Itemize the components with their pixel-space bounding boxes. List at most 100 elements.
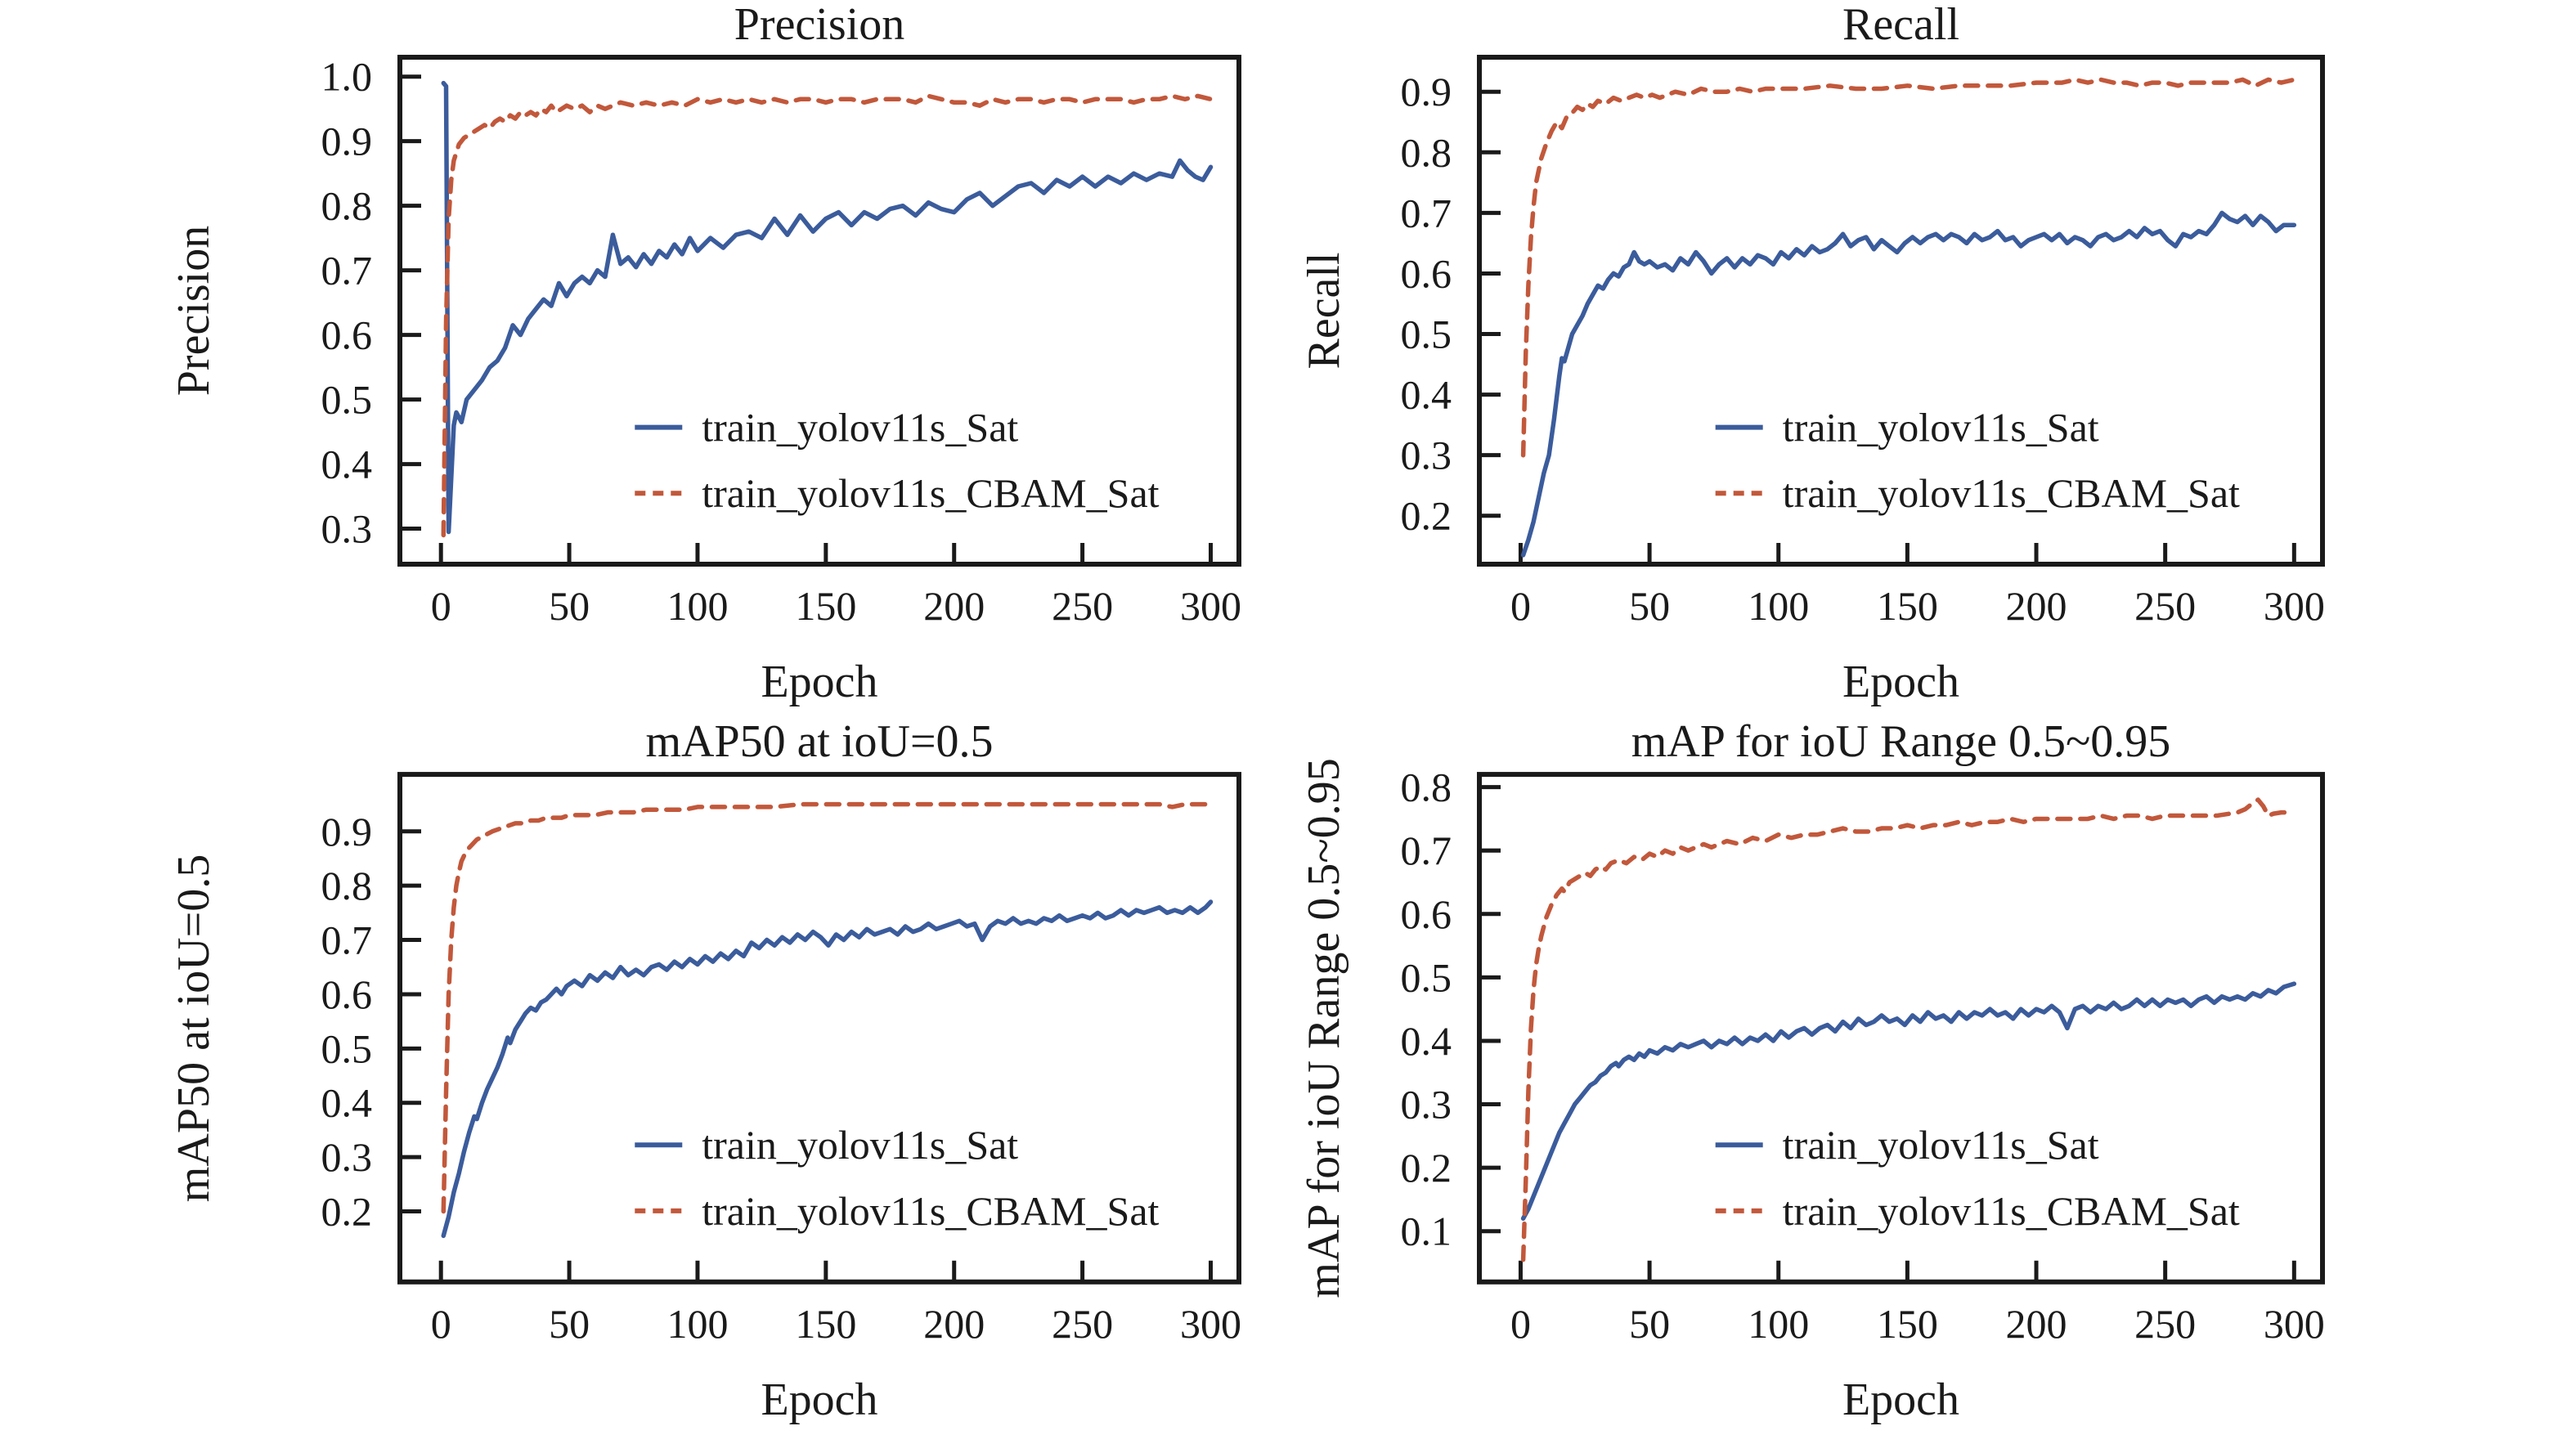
- chart-recall: Recall 0 50 100 150 200 250 300 0.2 0.3 0.4 0.5 0.6 0…: [1288, 0, 2576, 717]
- chart-map-range: mAP for ioU Range 0.5~0.95 0 50 100 150 200 25…: [1288, 717, 2576, 1435]
- legend-label: train_yolov11s_CBAM_Sat: [702, 470, 1159, 516]
- x-tick-label: 250: [2134, 1301, 2196, 1347]
- legend-label: train_yolov11s_Sat: [702, 1122, 1018, 1168]
- y-tick-label: 0.3: [321, 506, 373, 552]
- chart-precision: Precision 0 50 100 150 200 250 300 0.3 0.4 0.5 0.6 0…: [0, 0, 1288, 717]
- x-tick-label: 250: [1052, 583, 1113, 629]
- y-tick-label: 0.7: [321, 917, 372, 963]
- x-tick-label: 150: [795, 583, 856, 629]
- y-tick-label: 0.6: [321, 971, 372, 1017]
- chart-title: mAP50 at ioU=0.5: [645, 717, 993, 767]
- chart-map-range-svg: mAP for ioU Range 0.5~0.95 0 50 100 150 200 25…: [1299, 717, 2325, 1425]
- series-line-train_yolov11s_CBAM_Sat: [441, 93, 1214, 538]
- legend-label: train_yolov11s_Sat: [702, 405, 1018, 451]
- chart-title: Recall: [1842, 0, 1959, 50]
- series-line-train_yolov11s_Sat: [1520, 210, 2297, 558]
- series-line-train_yolov11s_Sat: [441, 899, 1214, 1239]
- legend-label: train_yolov11s_CBAM_Sat: [1783, 470, 2240, 516]
- y-tick-label: 1.0: [321, 54, 373, 100]
- y-tick-label: 0.9: [321, 119, 373, 164]
- series-line-train_yolov11s_CBAM_Sat: [1520, 77, 2297, 458]
- x-tick-label: 0: [1510, 583, 1531, 629]
- x-tick-label: 100: [1748, 1301, 1809, 1347]
- x-tick-label: 250: [2134, 583, 2196, 629]
- y-tick-label: 0.8: [1401, 129, 1452, 175]
- y-tick-label: 0.4: [321, 442, 373, 487]
- y-axis-label: mAP50 at ioU=0.5: [168, 854, 219, 1203]
- y-tick-label: 0.8: [1401, 765, 1452, 810]
- y-tick-label: 0.5: [321, 377, 373, 423]
- x-tick-label: 0: [431, 583, 451, 629]
- x-tick-label: 0: [1510, 1301, 1531, 1347]
- y-tick-label: 0.5: [321, 1025, 372, 1071]
- x-tick-label: 150: [795, 1301, 856, 1347]
- y-axis-label: Precision: [168, 226, 219, 396]
- y-tick-label: 0.4: [1401, 1018, 1452, 1064]
- x-tick-label: 250: [1052, 1301, 1113, 1347]
- legend-label: train_yolov11s_CBAM_Sat: [1783, 1188, 2240, 1234]
- y-tick-label: 0.3: [1401, 1082, 1452, 1128]
- x-tick-label: 200: [923, 1301, 985, 1347]
- series-line-train_yolov11s_CBAM_Sat: [1520, 797, 2297, 1262]
- y-tick-label: 0.7: [1401, 827, 1452, 873]
- y-tick-label: 0.5: [1401, 954, 1452, 1000]
- x-tick-label: 150: [1877, 583, 1938, 629]
- x-tick-label: 50: [1629, 583, 1670, 629]
- y-axis-label: Recall: [1299, 252, 1349, 369]
- x-tick-label: 50: [549, 1301, 590, 1347]
- y-tick-label: 0.4: [1401, 372, 1452, 418]
- y-tick-label: 0.6: [1401, 250, 1452, 296]
- x-tick-label: 100: [1748, 583, 1809, 629]
- plot-frame: [1477, 55, 2325, 567]
- y-tick-label: 0.6: [321, 312, 373, 358]
- x-axis-label: Epoch: [1842, 1374, 1959, 1425]
- x-axis-label: Epoch: [1842, 657, 1959, 707]
- x-tick-label: 300: [1180, 1301, 1241, 1347]
- chart-recall-svg: Recall 0 50 100 150 200 250 300 0.2 0.3 0.4 0.5 0.6 0…: [1299, 0, 2325, 707]
- x-tick-label: 0: [431, 1301, 451, 1347]
- x-tick-label: 300: [1180, 583, 1241, 629]
- legend-label: train_yolov11s_Sat: [1783, 1122, 2099, 1168]
- y-tick-label: 0.8: [321, 863, 372, 908]
- x-tick-label: 50: [1629, 1301, 1670, 1347]
- series-line-train_yolov11s_Sat: [441, 80, 1214, 535]
- y-tick-label: 0.3: [321, 1134, 372, 1180]
- x-tick-label: 200: [923, 583, 985, 629]
- x-tick-label: 300: [2264, 583, 2325, 629]
- chart-map50: mAP50 at ioU=0.5 0 50 100 150 200 250 300 0.2 0.3…: [0, 717, 1288, 1435]
- y-tick-label: 0.1: [1401, 1209, 1452, 1254]
- y-tick-label: 0.4: [321, 1080, 372, 1126]
- y-tick-label: 0.7: [1401, 190, 1452, 235]
- series-line-train_yolov11s_CBAM_Sat: [441, 801, 1214, 1214]
- series-line-train_yolov11s_Sat: [1520, 981, 2297, 1221]
- y-tick-label: 0.8: [321, 183, 373, 229]
- y-tick-label: 0.5: [1401, 312, 1452, 357]
- x-tick-label: 50: [549, 583, 590, 629]
- y-tick-label: 0.9: [1401, 69, 1452, 114]
- y-tick-label: 0.2: [1401, 1145, 1452, 1191]
- plot-frame: [1477, 772, 2325, 1285]
- x-tick-label: 100: [666, 1301, 728, 1347]
- y-tick-label: 0.2: [1401, 493, 1452, 539]
- y-tick-label: 0.2: [321, 1188, 372, 1234]
- chart-precision-svg: Precision 0 50 100 150 200 250 300 0.3 0.4 0.5 0.6 0…: [168, 0, 1241, 707]
- chart-title: Precision: [734, 0, 904, 50]
- x-axis-label: Epoch: [761, 1374, 877, 1425]
- x-tick-label: 300: [2264, 1301, 2325, 1347]
- y-tick-label: 0.3: [1401, 433, 1452, 478]
- x-axis-label: Epoch: [761, 657, 877, 707]
- x-tick-label: 100: [666, 583, 728, 629]
- x-tick-label: 200: [2006, 1301, 2067, 1347]
- x-tick-label: 150: [1877, 1301, 1938, 1347]
- y-tick-label: 0.7: [321, 248, 373, 294]
- y-tick-label: 0.6: [1401, 891, 1452, 937]
- y-axis-label: mAP for ioU Range 0.5~0.95: [1299, 758, 1349, 1298]
- x-tick-label: 200: [2006, 583, 2067, 629]
- chart-title: mAP for ioU Range 0.5~0.95: [1631, 717, 2171, 767]
- plot-frame: [397, 55, 1241, 567]
- plot-frame: [397, 772, 1241, 1285]
- legend-label: train_yolov11s_Sat: [1783, 405, 2099, 451]
- chart-map50-svg: mAP50 at ioU=0.5 0 50 100 150 200 250 300 0.2 0.3…: [168, 717, 1241, 1425]
- legend-label: train_yolov11s_CBAM_Sat: [702, 1188, 1159, 1234]
